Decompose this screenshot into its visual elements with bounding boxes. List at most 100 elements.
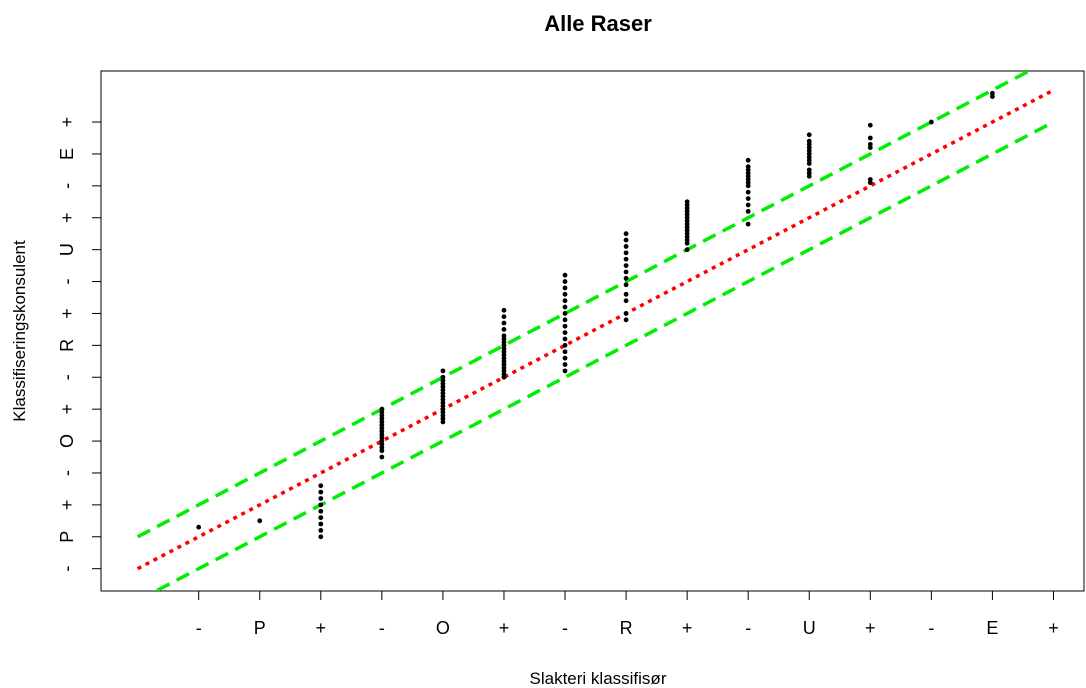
data-point <box>562 317 568 323</box>
data-point <box>318 527 324 533</box>
data-point <box>318 483 324 489</box>
data-point <box>684 199 690 205</box>
data-point <box>745 164 751 170</box>
data-point <box>562 298 568 304</box>
data-point <box>745 189 751 195</box>
x-tick-label: P <box>254 618 266 638</box>
data-point <box>379 406 385 412</box>
lower-band-line <box>152 120 1055 591</box>
y-tick-label: E <box>57 148 77 160</box>
x-axis-label: Slakteri klassifisør <box>530 669 667 688</box>
y-tick-label: - <box>57 183 77 189</box>
data-point <box>623 237 629 243</box>
data-point <box>623 298 629 304</box>
data-point <box>562 362 568 367</box>
data-point <box>562 291 568 297</box>
x-tick-label: E <box>986 618 998 638</box>
data-point <box>745 208 751 214</box>
y-tick-label: + <box>57 117 77 128</box>
data-point <box>623 311 629 316</box>
y-tick-label: + <box>57 308 77 319</box>
data-point <box>562 285 568 291</box>
data-point <box>318 489 324 495</box>
data-point <box>806 132 812 138</box>
data-point <box>562 311 568 316</box>
x-tick-label: + <box>499 618 510 638</box>
x-tick-label: R <box>620 618 633 638</box>
data-point <box>623 231 629 237</box>
identity-line <box>136 88 1055 571</box>
x-tick-label: + <box>316 618 327 638</box>
data-point <box>562 304 568 310</box>
x-tick-label: O <box>436 618 450 638</box>
upper-band-line <box>136 71 1033 539</box>
y-tick-label: - <box>57 470 77 476</box>
data-point <box>562 336 568 342</box>
x-tick-label: - <box>562 618 568 638</box>
x-tick-label: + <box>1048 618 1059 638</box>
data-point <box>318 521 324 527</box>
x-tick-label: - <box>928 618 934 638</box>
y-axis: - P + - O + - R + - U + - E + <box>57 117 101 572</box>
y-axis-label: Klassifiseringskonsulent <box>10 240 29 422</box>
y-tick-label: R <box>57 339 77 352</box>
x-tick-label: - <box>196 618 202 638</box>
data-point <box>318 534 324 540</box>
data-point <box>440 368 446 374</box>
data-point <box>562 272 568 278</box>
data-point <box>501 327 507 332</box>
data-point <box>562 355 568 361</box>
data-point <box>440 374 446 380</box>
y-tick-label: - <box>57 566 77 572</box>
data-point <box>623 269 629 275</box>
y-tick-label: - <box>57 374 77 380</box>
data-point <box>501 314 507 320</box>
data-point <box>990 90 995 96</box>
data-point <box>867 135 873 141</box>
data-point <box>745 196 751 202</box>
data-point <box>318 508 324 514</box>
data-point <box>745 221 751 227</box>
data-point <box>501 333 507 339</box>
data-point <box>318 496 324 501</box>
data-point <box>562 330 568 335</box>
chart-title: Alle Raser <box>544 11 652 36</box>
data-point <box>318 502 324 508</box>
data-point <box>684 247 690 253</box>
x-tick-label: U <box>803 618 816 638</box>
y-tick-label: O <box>57 434 77 448</box>
data-point <box>745 157 751 163</box>
x-tick-label: + <box>682 618 693 638</box>
data-point <box>745 202 751 208</box>
y-tick-label: P <box>57 531 77 543</box>
data-point <box>623 291 629 297</box>
data-point <box>562 279 568 284</box>
data-point <box>562 349 568 355</box>
data-point <box>623 250 629 256</box>
x-tick-label: - <box>745 618 751 638</box>
y-tick-label: U <box>57 243 77 256</box>
data-point <box>318 515 324 521</box>
data-point <box>623 256 629 262</box>
data-point <box>623 282 629 288</box>
data-point <box>928 119 934 125</box>
data-point <box>623 317 629 323</box>
data-point <box>501 320 507 326</box>
data-point <box>501 307 507 313</box>
reference-lines <box>136 71 1055 591</box>
data-point <box>623 275 629 281</box>
y-tick-label: - <box>57 279 77 285</box>
data-point <box>562 342 568 348</box>
plot-area-frame <box>100 70 1085 592</box>
data-point <box>806 138 812 144</box>
data-point <box>623 263 629 269</box>
y-tick-label: + <box>57 404 77 415</box>
x-tick-label: + <box>865 618 876 638</box>
data-point <box>562 323 568 329</box>
data-point <box>806 167 812 173</box>
data-point <box>196 524 202 530</box>
x-tick-label: - <box>379 618 385 638</box>
x-axis: - P + - O + - R + - U + - E + <box>196 591 1059 638</box>
data-point <box>623 244 629 249</box>
